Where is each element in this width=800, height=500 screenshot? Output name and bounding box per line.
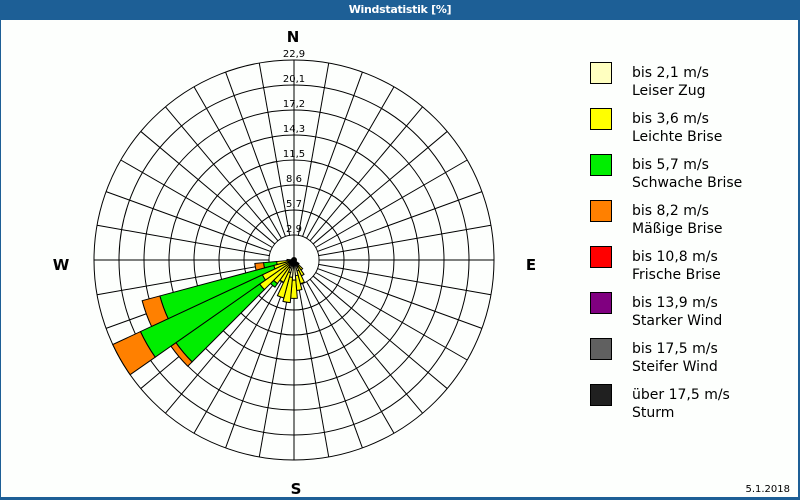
window-title: Windstatistik [%] [0, 0, 800, 20]
legend-label: Leiser Zug [632, 83, 706, 99]
legend-speed: bis 13,9 m/s [632, 295, 718, 311]
svg-text:5,7: 5,7 [286, 199, 302, 210]
legend-speed: bis 10,8 m/s [632, 249, 718, 265]
legend-swatch [590, 246, 612, 268]
legend-swatch [590, 108, 612, 130]
legend-speed: bis 3,6 m/s [632, 111, 709, 127]
legend-speed: bis 17,5 m/s [632, 341, 718, 357]
legend-label: Leichte Brise [632, 129, 723, 145]
radial-tick-labels: 2,9 5,7 8,6 11,5 14,3 17,2 20,1 22,9 [283, 49, 305, 235]
legend-speed: bis 8,2 m/s [632, 203, 709, 219]
compass-south: S [291, 480, 302, 497]
legend-label: Frische Brise [632, 267, 721, 283]
legend-swatch [590, 154, 612, 176]
legend-speed: bis 2,1 m/s [632, 65, 709, 81]
svg-text:14,3: 14,3 [283, 124, 305, 135]
legend-label: Starker Wind [632, 313, 723, 329]
svg-text:8,6: 8,6 [286, 174, 302, 185]
svg-text:2,9: 2,9 [286, 224, 302, 235]
legend-swatch [590, 292, 612, 314]
svg-text:22,9: 22,9 [283, 49, 305, 60]
legend-swatch [590, 384, 612, 406]
legend-label: Schwache Brise [632, 175, 743, 191]
svg-text:11,5: 11,5 [283, 149, 305, 160]
svg-text:17,2: 17,2 [283, 99, 305, 110]
svg-text:20,1: 20,1 [283, 74, 305, 85]
wind-rose-chart: 2,9 5,7 8,6 11,5 14,3 17,2 20,1 22,9 N S W E [53, 28, 536, 497]
wind-rose-petals [112, 257, 305, 376]
legend-speed: bis 5,7 m/s [632, 157, 709, 173]
date-stamp: 5.1.2018 [745, 484, 790, 495]
legend-label: Mäßige Brise [632, 221, 723, 237]
compass-east: E [526, 256, 536, 274]
compass-north: N [287, 28, 300, 46]
chart-panel: 2,9 5,7 8,6 11,5 14,3 17,2 20,1 22,9 N S W E bi… [1, 20, 798, 497]
legend-speed: über 17,5 m/s [632, 387, 730, 403]
compass-west: W [53, 256, 70, 274]
legend-label: Steifer Wind [632, 359, 718, 375]
legend-swatch [590, 200, 612, 222]
legend-swatch [590, 62, 612, 84]
legend-label: Sturm [632, 405, 675, 421]
legend-swatch [590, 338, 612, 360]
